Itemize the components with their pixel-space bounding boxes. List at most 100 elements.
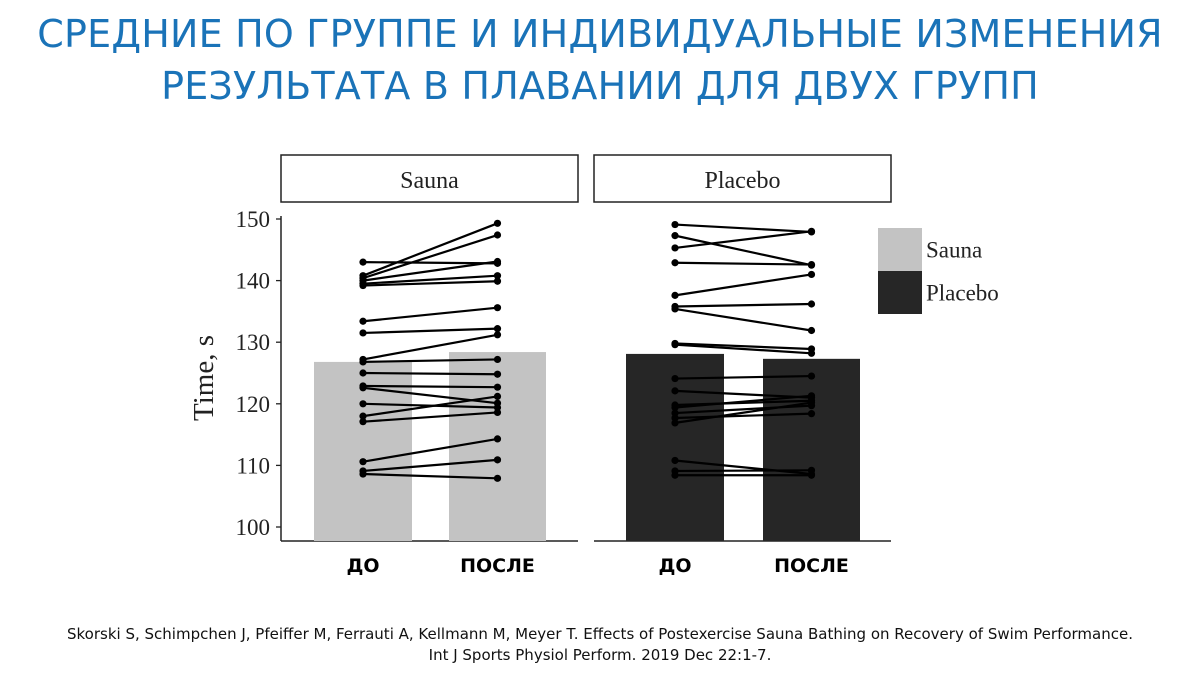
legend-swatch-placebo bbox=[878, 271, 922, 314]
individual-line-sauna-19 bbox=[362, 472, 498, 480]
individual-line-placebo-17 bbox=[674, 459, 812, 476]
individual-line-sauna-11 bbox=[362, 371, 498, 376]
slide-title-line-1: СРЕДНИЕ ПО ГРУППЕ И ИНДИВИДУАЛЬНЫЕ ИЗМЕН… bbox=[37, 12, 1163, 56]
legend-label-sauna: Sauna bbox=[926, 238, 982, 263]
point-sauna-post-8 bbox=[493, 325, 502, 333]
panel-strip-label-placebo: Placebo bbox=[705, 168, 781, 194]
point-sauna-pre-8 bbox=[359, 329, 367, 337]
point-sauna-post-16 bbox=[493, 408, 502, 417]
individual-line-placebo-7 bbox=[674, 307, 812, 332]
individual-line-sauna-9 bbox=[362, 333, 498, 361]
point-placebo-pre-13 bbox=[671, 403, 679, 412]
point-sauna-pre-7 bbox=[359, 317, 367, 325]
point-sauna-post-9 bbox=[493, 331, 502, 339]
point-sauna-post-2 bbox=[493, 219, 502, 227]
individual-line-placebo-3 bbox=[674, 230, 812, 250]
point-sauna-pre-10 bbox=[359, 358, 367, 366]
y-axis-label: Time, s bbox=[188, 335, 220, 421]
point-placebo-pre-19 bbox=[671, 471, 679, 479]
point-sauna-pre-17 bbox=[359, 458, 367, 466]
point-placebo-post-9 bbox=[807, 349, 816, 357]
point-placebo-pre-15 bbox=[671, 414, 679, 422]
bar-sauna-post bbox=[449, 352, 546, 541]
x-category-label-sauna-pre: ДО bbox=[346, 555, 379, 577]
point-placebo-pre-10 bbox=[671, 374, 679, 383]
point-sauna-pre-19 bbox=[359, 470, 367, 478]
point-sauna-post-7 bbox=[493, 304, 502, 312]
point-placebo-pre-4 bbox=[671, 259, 679, 267]
point-sauna-pre-11 bbox=[359, 369, 367, 377]
point-placebo-pre-3 bbox=[671, 244, 679, 252]
x-category-label-sauna-post: ПОСЛЕ bbox=[460, 555, 535, 577]
individual-line-placebo-9 bbox=[674, 343, 812, 355]
slide-title: СРЕДНИЕ ПО ГРУППЕ И ИНДИВИДУАЛЬНЫЕ ИЗМЕН… bbox=[0, 8, 1200, 112]
individual-line-sauna-7 bbox=[362, 306, 498, 323]
individual-line-placebo-18 bbox=[674, 469, 812, 473]
point-placebo-post-15 bbox=[807, 410, 816, 418]
point-sauna-pre-15 bbox=[359, 412, 367, 420]
reference-line-2: Int J Sports Physiol Perform. 2019 Dec 2… bbox=[428, 646, 772, 664]
point-sauna-pre-14 bbox=[359, 400, 367, 408]
individual-line-placebo-16 bbox=[674, 401, 812, 424]
slide-title-line-2: РЕЗУЛЬТАТА В ПЛАВАНИИ ДЛЯ ДВУХ ГРУПП bbox=[161, 64, 1039, 108]
individual-line-placebo-1 bbox=[674, 223, 812, 234]
point-sauna-post-10 bbox=[493, 355, 502, 364]
individual-line-placebo-8 bbox=[674, 342, 812, 351]
y-tick-label-120: 120 bbox=[236, 392, 271, 417]
individual-line-placebo-4 bbox=[674, 261, 812, 266]
panel-strip-label-sauna: Sauna bbox=[400, 168, 459, 194]
point-placebo-post-5 bbox=[807, 270, 816, 279]
y-tick-label-100: 100 bbox=[236, 515, 271, 540]
point-placebo-pre-11 bbox=[671, 387, 679, 395]
point-sauna-post-15 bbox=[493, 392, 502, 401]
individual-line-sauna-3 bbox=[362, 233, 498, 280]
point-sauna-post-6 bbox=[493, 277, 502, 285]
point-sauna-pre-13 bbox=[359, 384, 367, 392]
individual-line-placebo-10 bbox=[674, 374, 812, 380]
point-placebo-post-18 bbox=[807, 466, 816, 474]
point-placebo-post-16 bbox=[807, 398, 816, 407]
individual-line-sauna-5 bbox=[362, 274, 498, 285]
individual-line-placebo-6 bbox=[674, 302, 812, 308]
individual-line-placebo-15 bbox=[674, 412, 812, 420]
individual-line-sauna-8 bbox=[362, 327, 498, 335]
point-placebo-pre-17 bbox=[671, 456, 679, 465]
bar-placebo-pre bbox=[626, 353, 724, 541]
y-tick-label-110: 110 bbox=[236, 453, 270, 478]
y-tick-label-130: 130 bbox=[236, 330, 271, 355]
point-sauna-post-3 bbox=[493, 231, 502, 239]
bar-placebo-post bbox=[763, 358, 860, 541]
point-placebo-post-13 bbox=[807, 392, 816, 400]
reference-line-1: Skorski S, Schimpchen J, Pfeiffer M, Fer… bbox=[67, 625, 1133, 643]
point-sauna-post-12 bbox=[493, 383, 502, 391]
individual-line-sauna-16 bbox=[362, 411, 498, 423]
point-placebo-pre-14 bbox=[671, 409, 679, 417]
point-placebo-post-6 bbox=[807, 300, 816, 308]
point-sauna-post-17 bbox=[493, 435, 502, 443]
point-sauna-post-14 bbox=[493, 403, 502, 412]
point-placebo-post-3 bbox=[807, 227, 816, 235]
point-sauna-pre-6 bbox=[359, 281, 367, 290]
point-sauna-post-5 bbox=[493, 272, 502, 280]
individual-line-sauna-6 bbox=[362, 280, 498, 287]
point-placebo-post-4 bbox=[807, 260, 816, 269]
individual-line-sauna-12 bbox=[362, 384, 498, 389]
individual-line-sauna-10 bbox=[362, 358, 498, 364]
point-placebo-post-10 bbox=[807, 372, 816, 380]
point-placebo-post-19 bbox=[807, 471, 816, 479]
individual-line-placebo-11 bbox=[674, 389, 812, 399]
x-category-label-placebo-post: ПОСЛЕ bbox=[774, 555, 849, 577]
y-tick-label-150: 150 bbox=[236, 207, 271, 232]
individual-line-sauna-2 bbox=[362, 222, 498, 277]
legend-label-placebo: Placebo bbox=[926, 281, 999, 306]
point-sauna-post-19 bbox=[493, 474, 502, 482]
point-placebo-pre-7 bbox=[671, 305, 679, 313]
individual-line-sauna-17 bbox=[362, 437, 498, 463]
legend-swatch-sauna bbox=[878, 228, 922, 271]
panel-strip-placebo bbox=[593, 154, 892, 203]
reference-citation: Skorski S, Schimpchen J, Pfeiffer M, Fer… bbox=[0, 624, 1200, 666]
point-placebo-pre-5 bbox=[671, 291, 679, 299]
individual-line-sauna-18 bbox=[362, 458, 498, 473]
panel-strip-sauna bbox=[280, 154, 579, 203]
point-placebo-pre-16 bbox=[671, 419, 679, 427]
